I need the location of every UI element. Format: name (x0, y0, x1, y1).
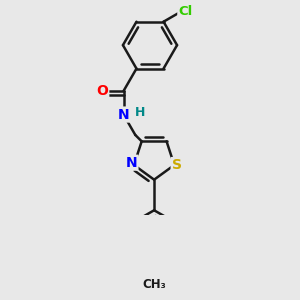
Text: N: N (118, 108, 129, 122)
Text: O: O (96, 84, 108, 98)
Text: CH₃: CH₃ (142, 278, 166, 291)
Text: H: H (135, 106, 145, 119)
Text: N: N (126, 156, 137, 170)
Text: Cl: Cl (178, 4, 193, 18)
Text: S: S (172, 158, 182, 172)
